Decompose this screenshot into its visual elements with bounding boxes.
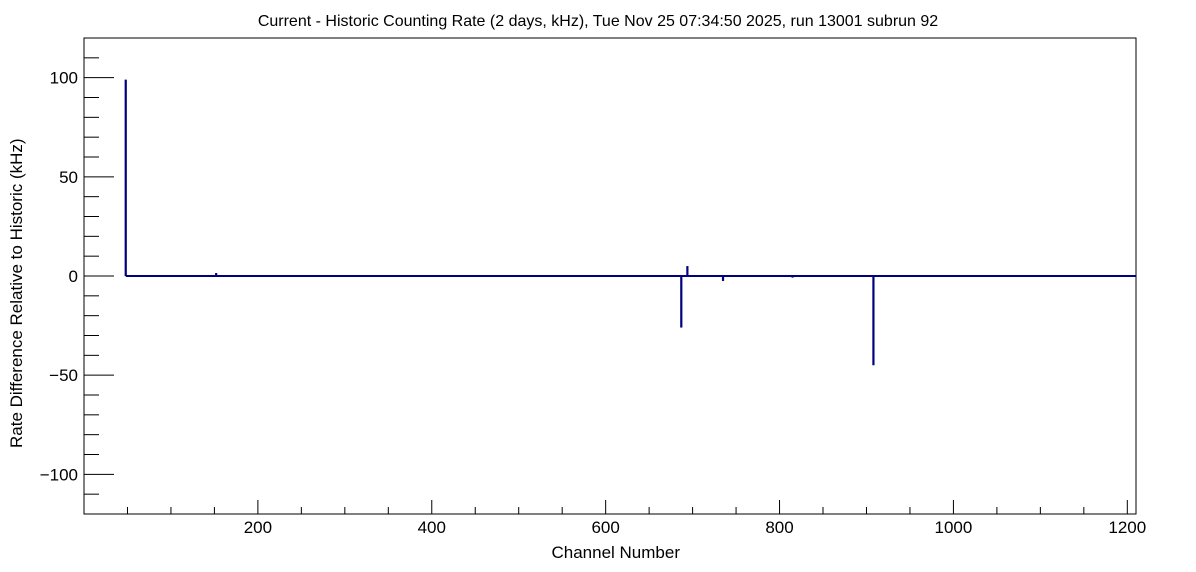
y-axis-ticks: [84, 37, 114, 515]
y-axis-tick-labels: −100 −50 0 50 100: [40, 69, 78, 485]
y-tick-label: −100: [40, 465, 78, 484]
x-axis-label: Channel Number: [551, 543, 680, 562]
y-axis-label: Rate Difference Relative to Historic (kH…: [7, 138, 26, 448]
x-axis-tick-labels: 200 400 600 800 1000 1200: [244, 518, 1147, 537]
data-series: [124, 79, 1136, 366]
x-tick-label: 200: [244, 518, 272, 537]
x-tick-label: 800: [765, 518, 793, 537]
y-tick-label: 50: [59, 168, 78, 187]
chart-title: Current - Historic Counting Rate (2 days…: [258, 13, 938, 30]
y-tick-label: −50: [49, 366, 78, 385]
x-tick-label: 1000: [935, 518, 973, 537]
x-axis-ticks: [126, 500, 1128, 514]
x-tick-label: 1200: [1108, 518, 1146, 537]
y-tick-label: 0: [69, 267, 78, 286]
y-tick-label: 100: [50, 69, 78, 88]
x-tick-label: 400: [418, 518, 446, 537]
x-tick-label: 600: [591, 518, 619, 537]
